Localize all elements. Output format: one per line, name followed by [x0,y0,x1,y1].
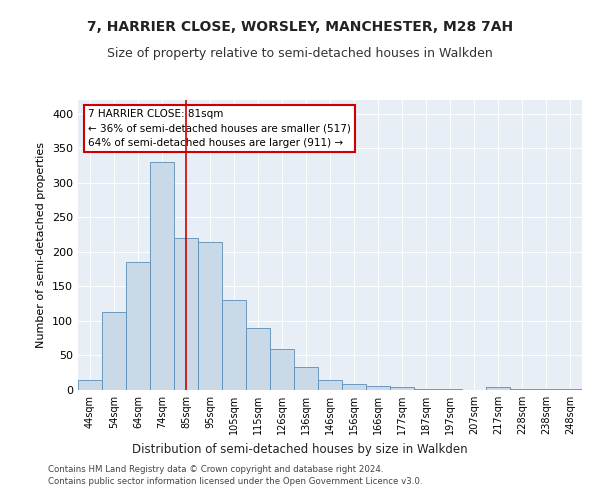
Bar [174,238,198,390]
Bar [270,348,294,390]
Bar [486,387,510,390]
Bar [102,312,126,390]
Bar [390,387,414,390]
Text: Distribution of semi-detached houses by size in Walkden: Distribution of semi-detached houses by … [132,442,468,456]
Text: 7 HARRIER CLOSE: 81sqm
← 36% of semi-detached houses are smaller (517)
64% of se: 7 HARRIER CLOSE: 81sqm ← 36% of semi-det… [88,108,351,148]
Bar [414,388,438,390]
Bar [294,367,318,390]
Text: Size of property relative to semi-detached houses in Walkden: Size of property relative to semi-detach… [107,48,493,60]
Text: Contains public sector information licensed under the Open Government Licence v3: Contains public sector information licen… [48,476,422,486]
Bar [126,262,150,390]
Bar [198,242,222,390]
Bar [246,328,270,390]
Y-axis label: Number of semi-detached properties: Number of semi-detached properties [37,142,46,348]
Bar [366,386,390,390]
Bar [78,380,102,390]
Bar [150,162,174,390]
Text: 7, HARRIER CLOSE, WORSLEY, MANCHESTER, M28 7AH: 7, HARRIER CLOSE, WORSLEY, MANCHESTER, M… [87,20,513,34]
Bar [342,384,366,390]
Bar [222,300,246,390]
Bar [318,380,342,390]
Text: Contains HM Land Registry data © Crown copyright and database right 2024.: Contains HM Land Registry data © Crown c… [48,466,383,474]
